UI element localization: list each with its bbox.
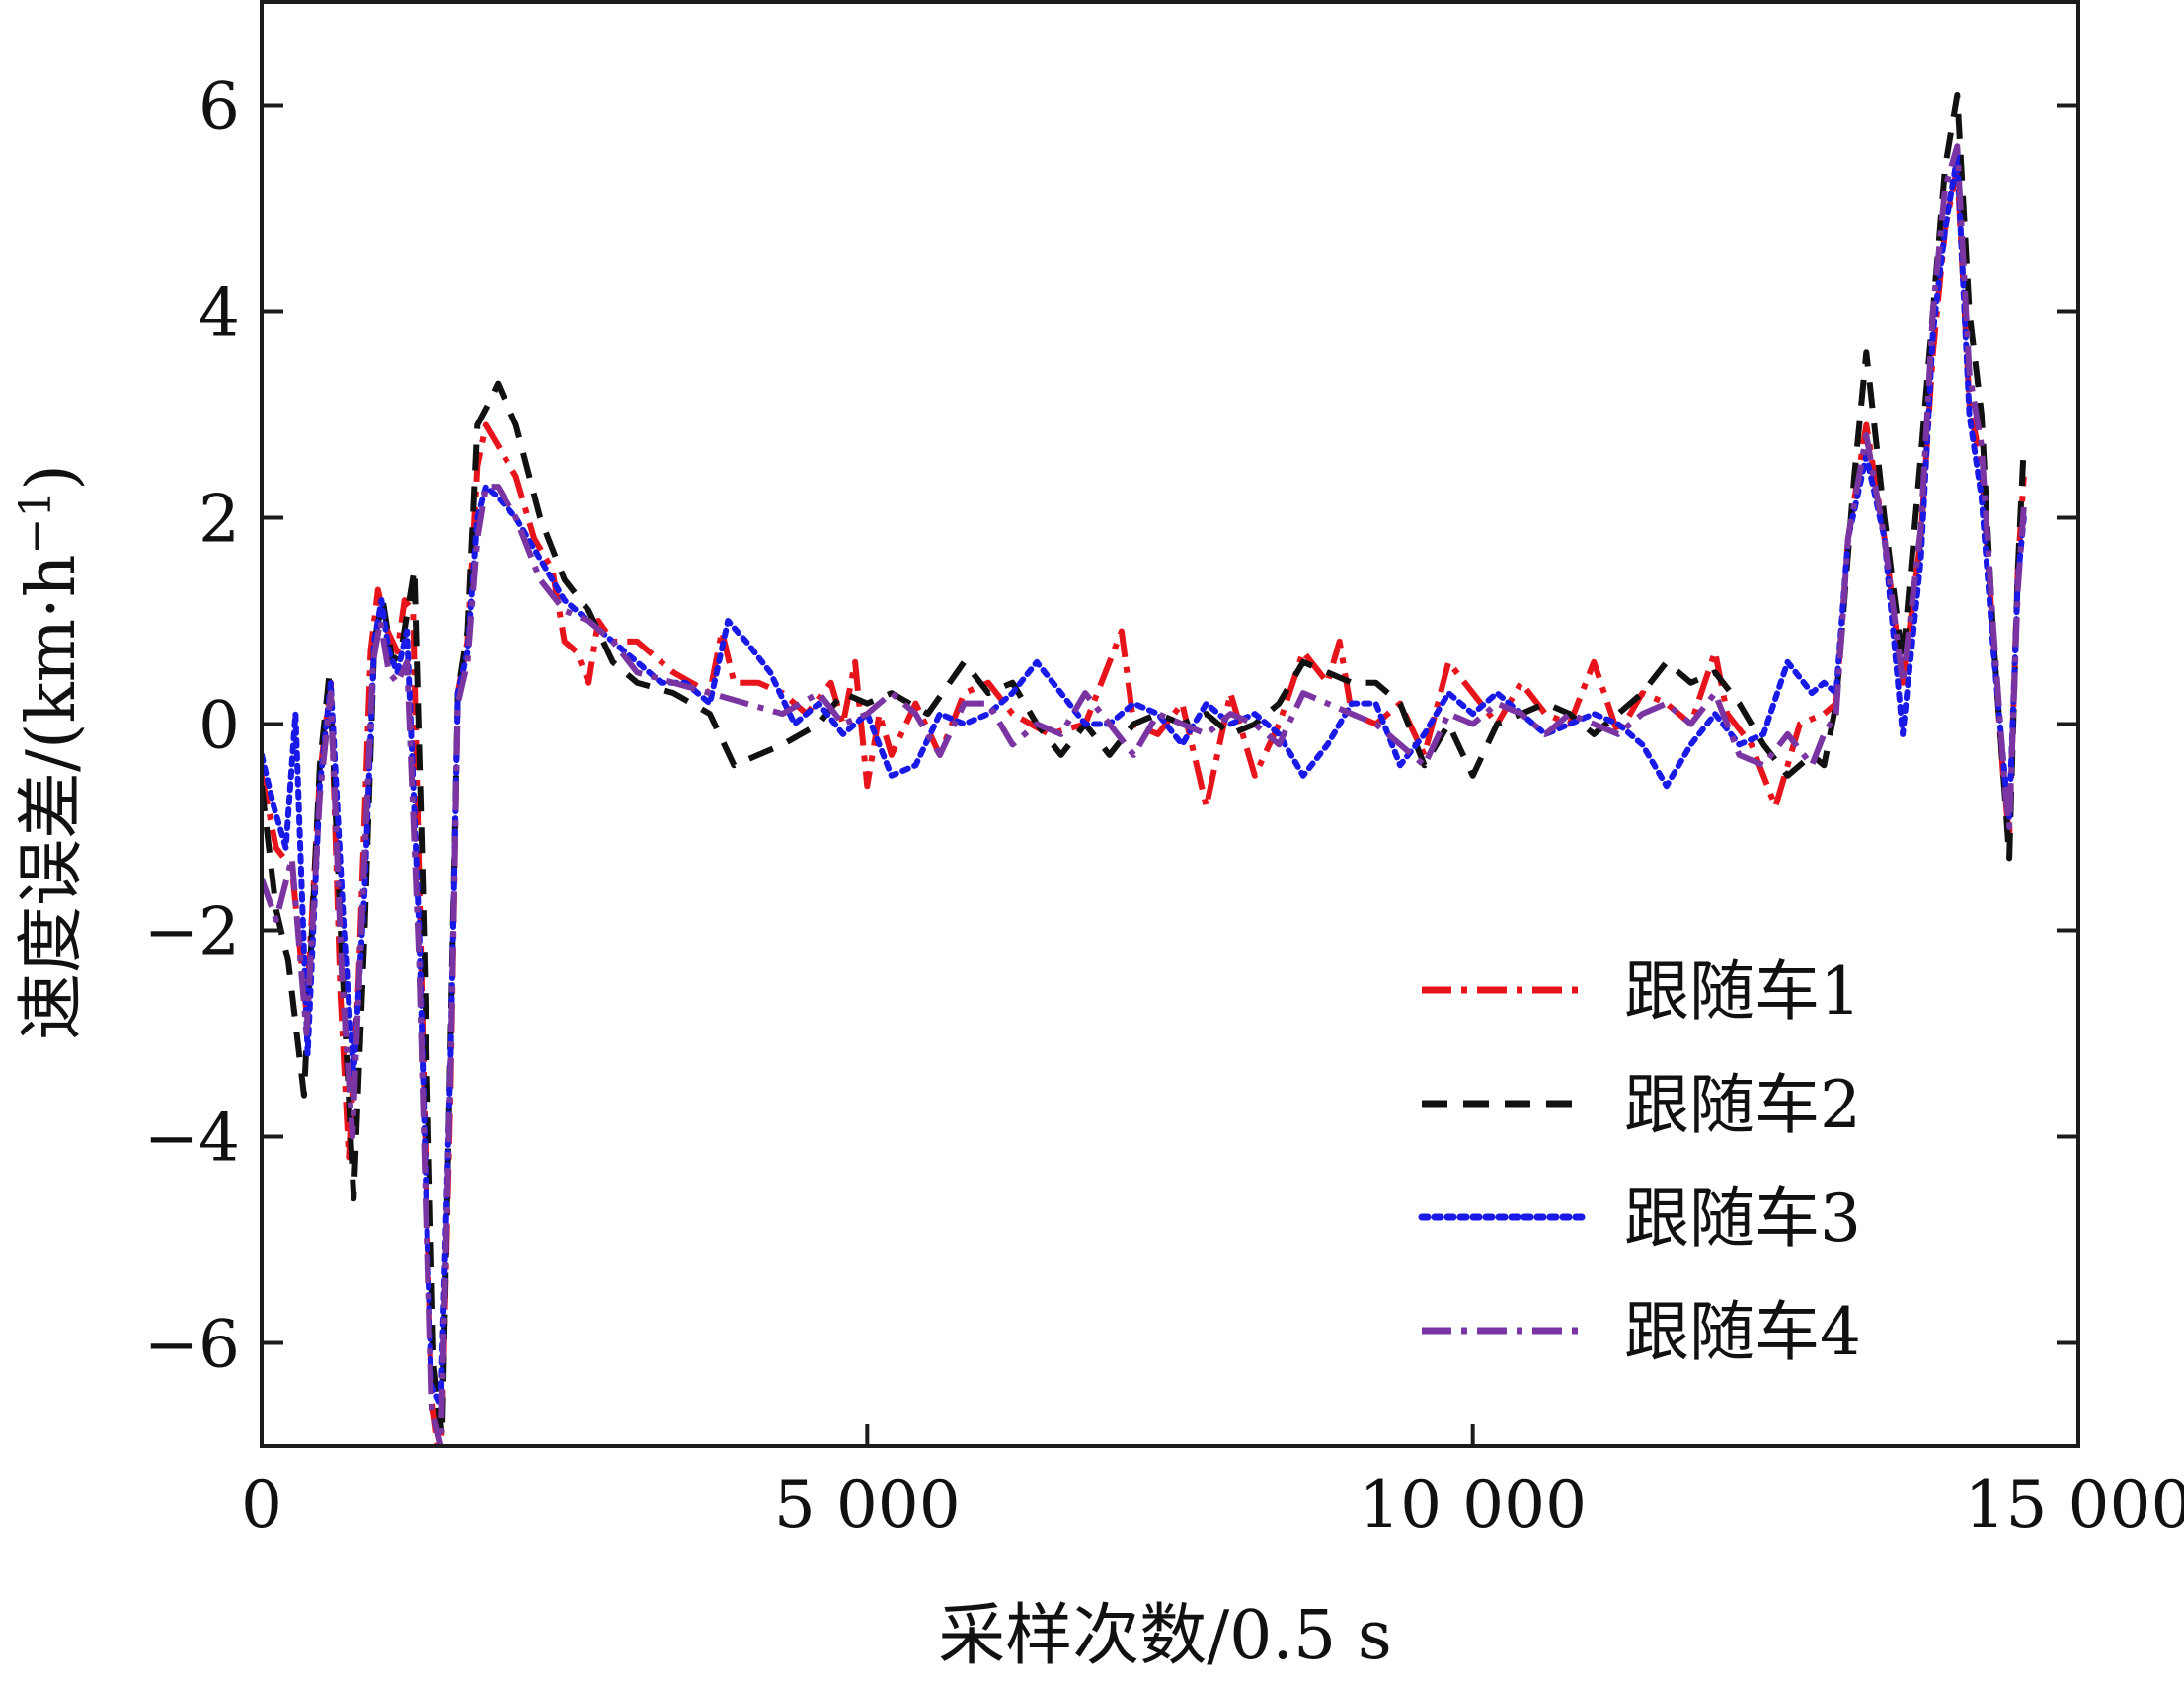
y-tick-label: −4 [144, 1101, 240, 1177]
legend: 跟随车1 跟随车2 跟随车3 跟随车4 [1418, 954, 1861, 1370]
y-axis-title-main: 速度误差/(km·h [13, 554, 91, 1040]
x-tick-label: 10 000 [1359, 1467, 1587, 1543]
y-tick-label: 4 [198, 275, 240, 351]
legend-label-3: 跟随车3 [1624, 1181, 1861, 1257]
plot-background [262, 2, 2078, 1446]
series-layer [262, 92, 2027, 1446]
legend-label-1: 跟随车1 [1624, 954, 1861, 1030]
y-axis-title-close: ) [13, 464, 91, 491]
y-axis-title: 速度误差/(km·h−1) [11, 464, 91, 1040]
y-tick-label: 2 [198, 482, 240, 558]
y-tick-label: −2 [144, 894, 240, 970]
tick-marks [260, 103, 2080, 1446]
legend-label-2: 跟随车2 [1624, 1067, 1861, 1143]
y-tick-label: −6 [144, 1307, 240, 1383]
x-axis-title: 采样次数/0.5 s [938, 1597, 1392, 1675]
x-tick-label: 5 000 [774, 1467, 961, 1543]
series-line-4 [262, 143, 2027, 1446]
tick-labels: 0 5 000 10 000 15 000 6 4 2 0 −2 −4 −6 [144, 69, 2184, 1544]
legend-label-4: 跟随车4 [1624, 1294, 1861, 1370]
y-tick-label: 0 [198, 688, 240, 764]
y-tick-label: 6 [198, 69, 240, 145]
series-line-2 [262, 92, 2027, 1439]
y-axis-title-superscript: −1 [11, 491, 61, 555]
x-tick-label: 15 000 [1965, 1467, 2184, 1543]
x-tick-label: 0 [241, 1467, 282, 1543]
